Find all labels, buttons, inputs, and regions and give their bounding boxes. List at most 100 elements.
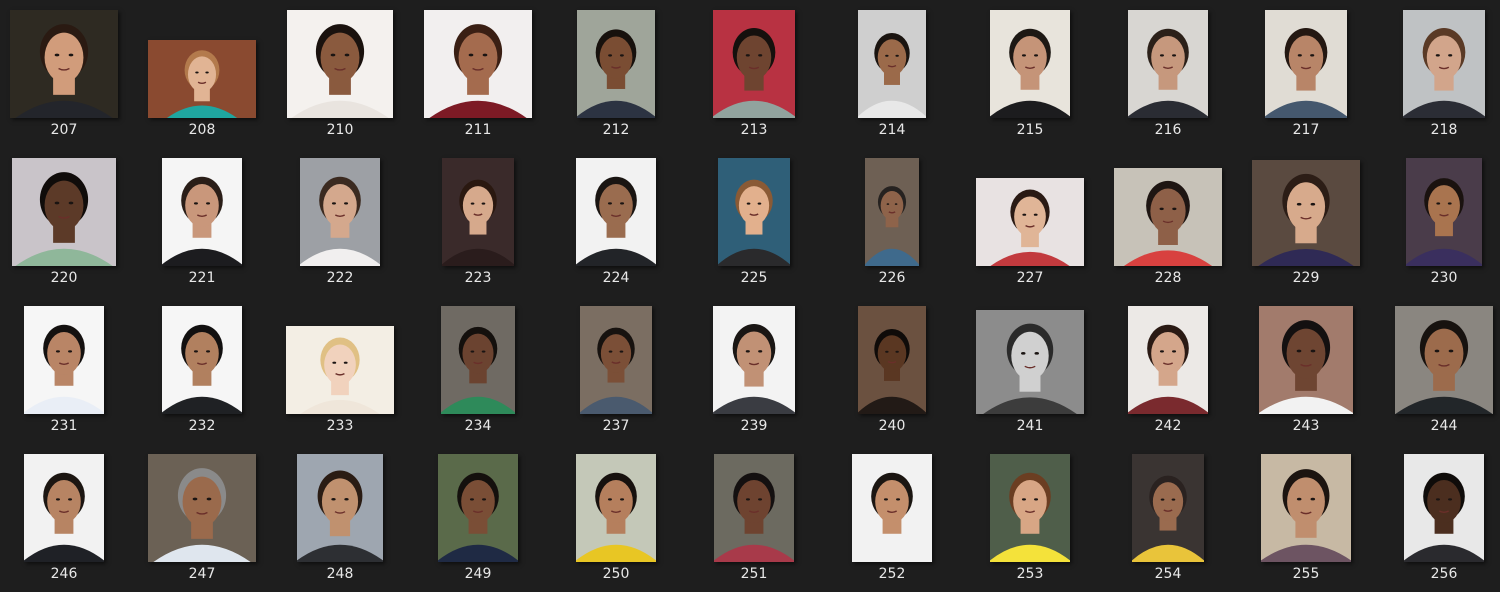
file-name-label[interactable]: 223 <box>464 270 492 286</box>
photo-item[interactable]: 216 <box>1103 6 1233 146</box>
face-photo-icon[interactable] <box>1114 168 1222 266</box>
photo-item[interactable]: 256 <box>1379 450 1500 590</box>
file-name-label[interactable]: 225 <box>740 270 768 286</box>
photo-item[interactable]: 223 <box>413 154 543 294</box>
photo-item[interactable]: 211 <box>413 6 543 146</box>
photo-item[interactable]: 249 <box>413 450 543 590</box>
file-name-label[interactable]: 231 <box>50 418 78 434</box>
photo-item[interactable]: 233 <box>275 302 405 442</box>
photo-item[interactable]: 237 <box>551 302 681 442</box>
photo-item[interactable]: 224 <box>551 154 681 294</box>
face-photo-icon[interactable] <box>1128 10 1208 118</box>
file-name-label[interactable]: 239 <box>740 418 768 434</box>
face-photo-icon[interactable] <box>286 326 394 414</box>
photo-item[interactable]: 221 <box>137 154 267 294</box>
file-name-label[interactable]: 218 <box>1430 122 1458 138</box>
face-photo-icon[interactable] <box>865 158 919 266</box>
file-name-label[interactable]: 222 <box>326 270 354 286</box>
photo-item[interactable]: 228 <box>1103 154 1233 294</box>
face-photo-icon[interactable] <box>1128 306 1208 414</box>
photo-item[interactable]: 210 <box>275 6 405 146</box>
face-photo-icon[interactable] <box>162 158 242 266</box>
photo-item[interactable]: 234 <box>413 302 543 442</box>
face-photo-icon[interactable] <box>441 306 515 414</box>
file-name-label[interactable]: 227 <box>1016 270 1044 286</box>
file-name-label[interactable]: 224 <box>602 270 630 286</box>
file-name-label[interactable]: 243 <box>1292 418 1320 434</box>
face-photo-icon[interactable] <box>442 158 514 266</box>
photo-item[interactable]: 253 <box>965 450 1095 590</box>
face-photo-icon[interactable] <box>858 306 926 414</box>
photo-item[interactable]: 213 <box>689 6 819 146</box>
photo-item[interactable]: 227 <box>965 154 1095 294</box>
photo-item[interactable]: 252 <box>827 450 957 590</box>
file-name-label[interactable]: 240 <box>878 418 906 434</box>
photo-item[interactable]: 225 <box>689 154 819 294</box>
face-photo-icon[interactable] <box>718 158 790 266</box>
photo-item[interactable]: 217 <box>1241 6 1371 146</box>
photo-item[interactable]: 251 <box>689 450 819 590</box>
photo-item[interactable]: 220 <box>0 154 129 294</box>
face-photo-icon[interactable] <box>990 10 1070 118</box>
file-name-label[interactable]: 215 <box>1016 122 1044 138</box>
photo-item[interactable]: 214 <box>827 6 957 146</box>
face-photo-icon[interactable] <box>24 306 104 414</box>
face-photo-icon[interactable] <box>148 40 256 118</box>
face-photo-icon[interactable] <box>1406 158 1482 266</box>
file-name-label[interactable]: 255 <box>1292 566 1320 582</box>
face-photo-icon[interactable] <box>1404 454 1484 562</box>
file-name-label[interactable]: 244 <box>1430 418 1458 434</box>
face-photo-icon[interactable] <box>1265 10 1347 118</box>
face-photo-icon[interactable] <box>576 158 656 266</box>
file-name-label[interactable]: 250 <box>602 566 630 582</box>
file-name-label[interactable]: 213 <box>740 122 768 138</box>
face-photo-icon[interactable] <box>297 454 383 562</box>
file-name-label[interactable]: 249 <box>464 566 492 582</box>
face-photo-icon[interactable] <box>424 10 532 118</box>
photo-item[interactable]: 239 <box>689 302 819 442</box>
photo-item[interactable]: 222 <box>275 154 405 294</box>
photo-item[interactable]: 247 <box>137 450 267 590</box>
photo-item[interactable]: 229 <box>1241 154 1371 294</box>
photo-item[interactable]: 242 <box>1103 302 1233 442</box>
face-photo-icon[interactable] <box>1403 10 1485 118</box>
face-photo-icon[interactable] <box>1261 454 1351 562</box>
file-name-label[interactable]: 256 <box>1430 566 1458 582</box>
face-photo-icon[interactable] <box>1395 306 1493 414</box>
face-photo-icon[interactable] <box>10 10 118 118</box>
file-name-label[interactable]: 228 <box>1154 270 1182 286</box>
file-name-label[interactable]: 248 <box>326 566 354 582</box>
face-photo-icon[interactable] <box>713 10 795 118</box>
face-photo-icon[interactable] <box>162 306 242 414</box>
face-photo-icon[interactable] <box>438 454 518 562</box>
file-name-label[interactable]: 242 <box>1154 418 1182 434</box>
file-name-label[interactable]: 216 <box>1154 122 1182 138</box>
face-photo-icon[interactable] <box>287 10 393 118</box>
file-name-label[interactable]: 208 <box>188 122 216 138</box>
photo-item[interactable]: 243 <box>1241 302 1371 442</box>
photo-item[interactable]: 232 <box>137 302 267 442</box>
file-name-label[interactable]: 226 <box>878 270 906 286</box>
face-photo-icon[interactable] <box>714 454 794 562</box>
file-name-label[interactable]: 220 <box>50 270 78 286</box>
file-name-label[interactable]: 221 <box>188 270 216 286</box>
file-name-label[interactable]: 246 <box>50 566 78 582</box>
photo-item[interactable]: 250 <box>551 450 681 590</box>
photo-item[interactable]: 226 <box>827 154 957 294</box>
file-name-label[interactable]: 241 <box>1016 418 1044 434</box>
file-name-label[interactable]: 211 <box>464 122 492 138</box>
file-name-label[interactable]: 252 <box>878 566 906 582</box>
file-name-label[interactable]: 217 <box>1292 122 1320 138</box>
face-photo-icon[interactable] <box>976 310 1084 414</box>
photo-item[interactable]: 255 <box>1241 450 1371 590</box>
face-photo-icon[interactable] <box>976 178 1084 266</box>
photo-item[interactable]: 241 <box>965 302 1095 442</box>
file-name-label[interactable]: 207 <box>50 122 78 138</box>
file-name-label[interactable]: 253 <box>1016 566 1044 582</box>
photo-item[interactable]: 248 <box>275 450 405 590</box>
photo-item[interactable]: 254 <box>1103 450 1233 590</box>
file-name-label[interactable]: 233 <box>326 418 354 434</box>
file-name-label[interactable]: 212 <box>602 122 630 138</box>
file-name-label[interactable]: 247 <box>188 566 216 582</box>
file-name-label[interactable]: 254 <box>1154 566 1182 582</box>
